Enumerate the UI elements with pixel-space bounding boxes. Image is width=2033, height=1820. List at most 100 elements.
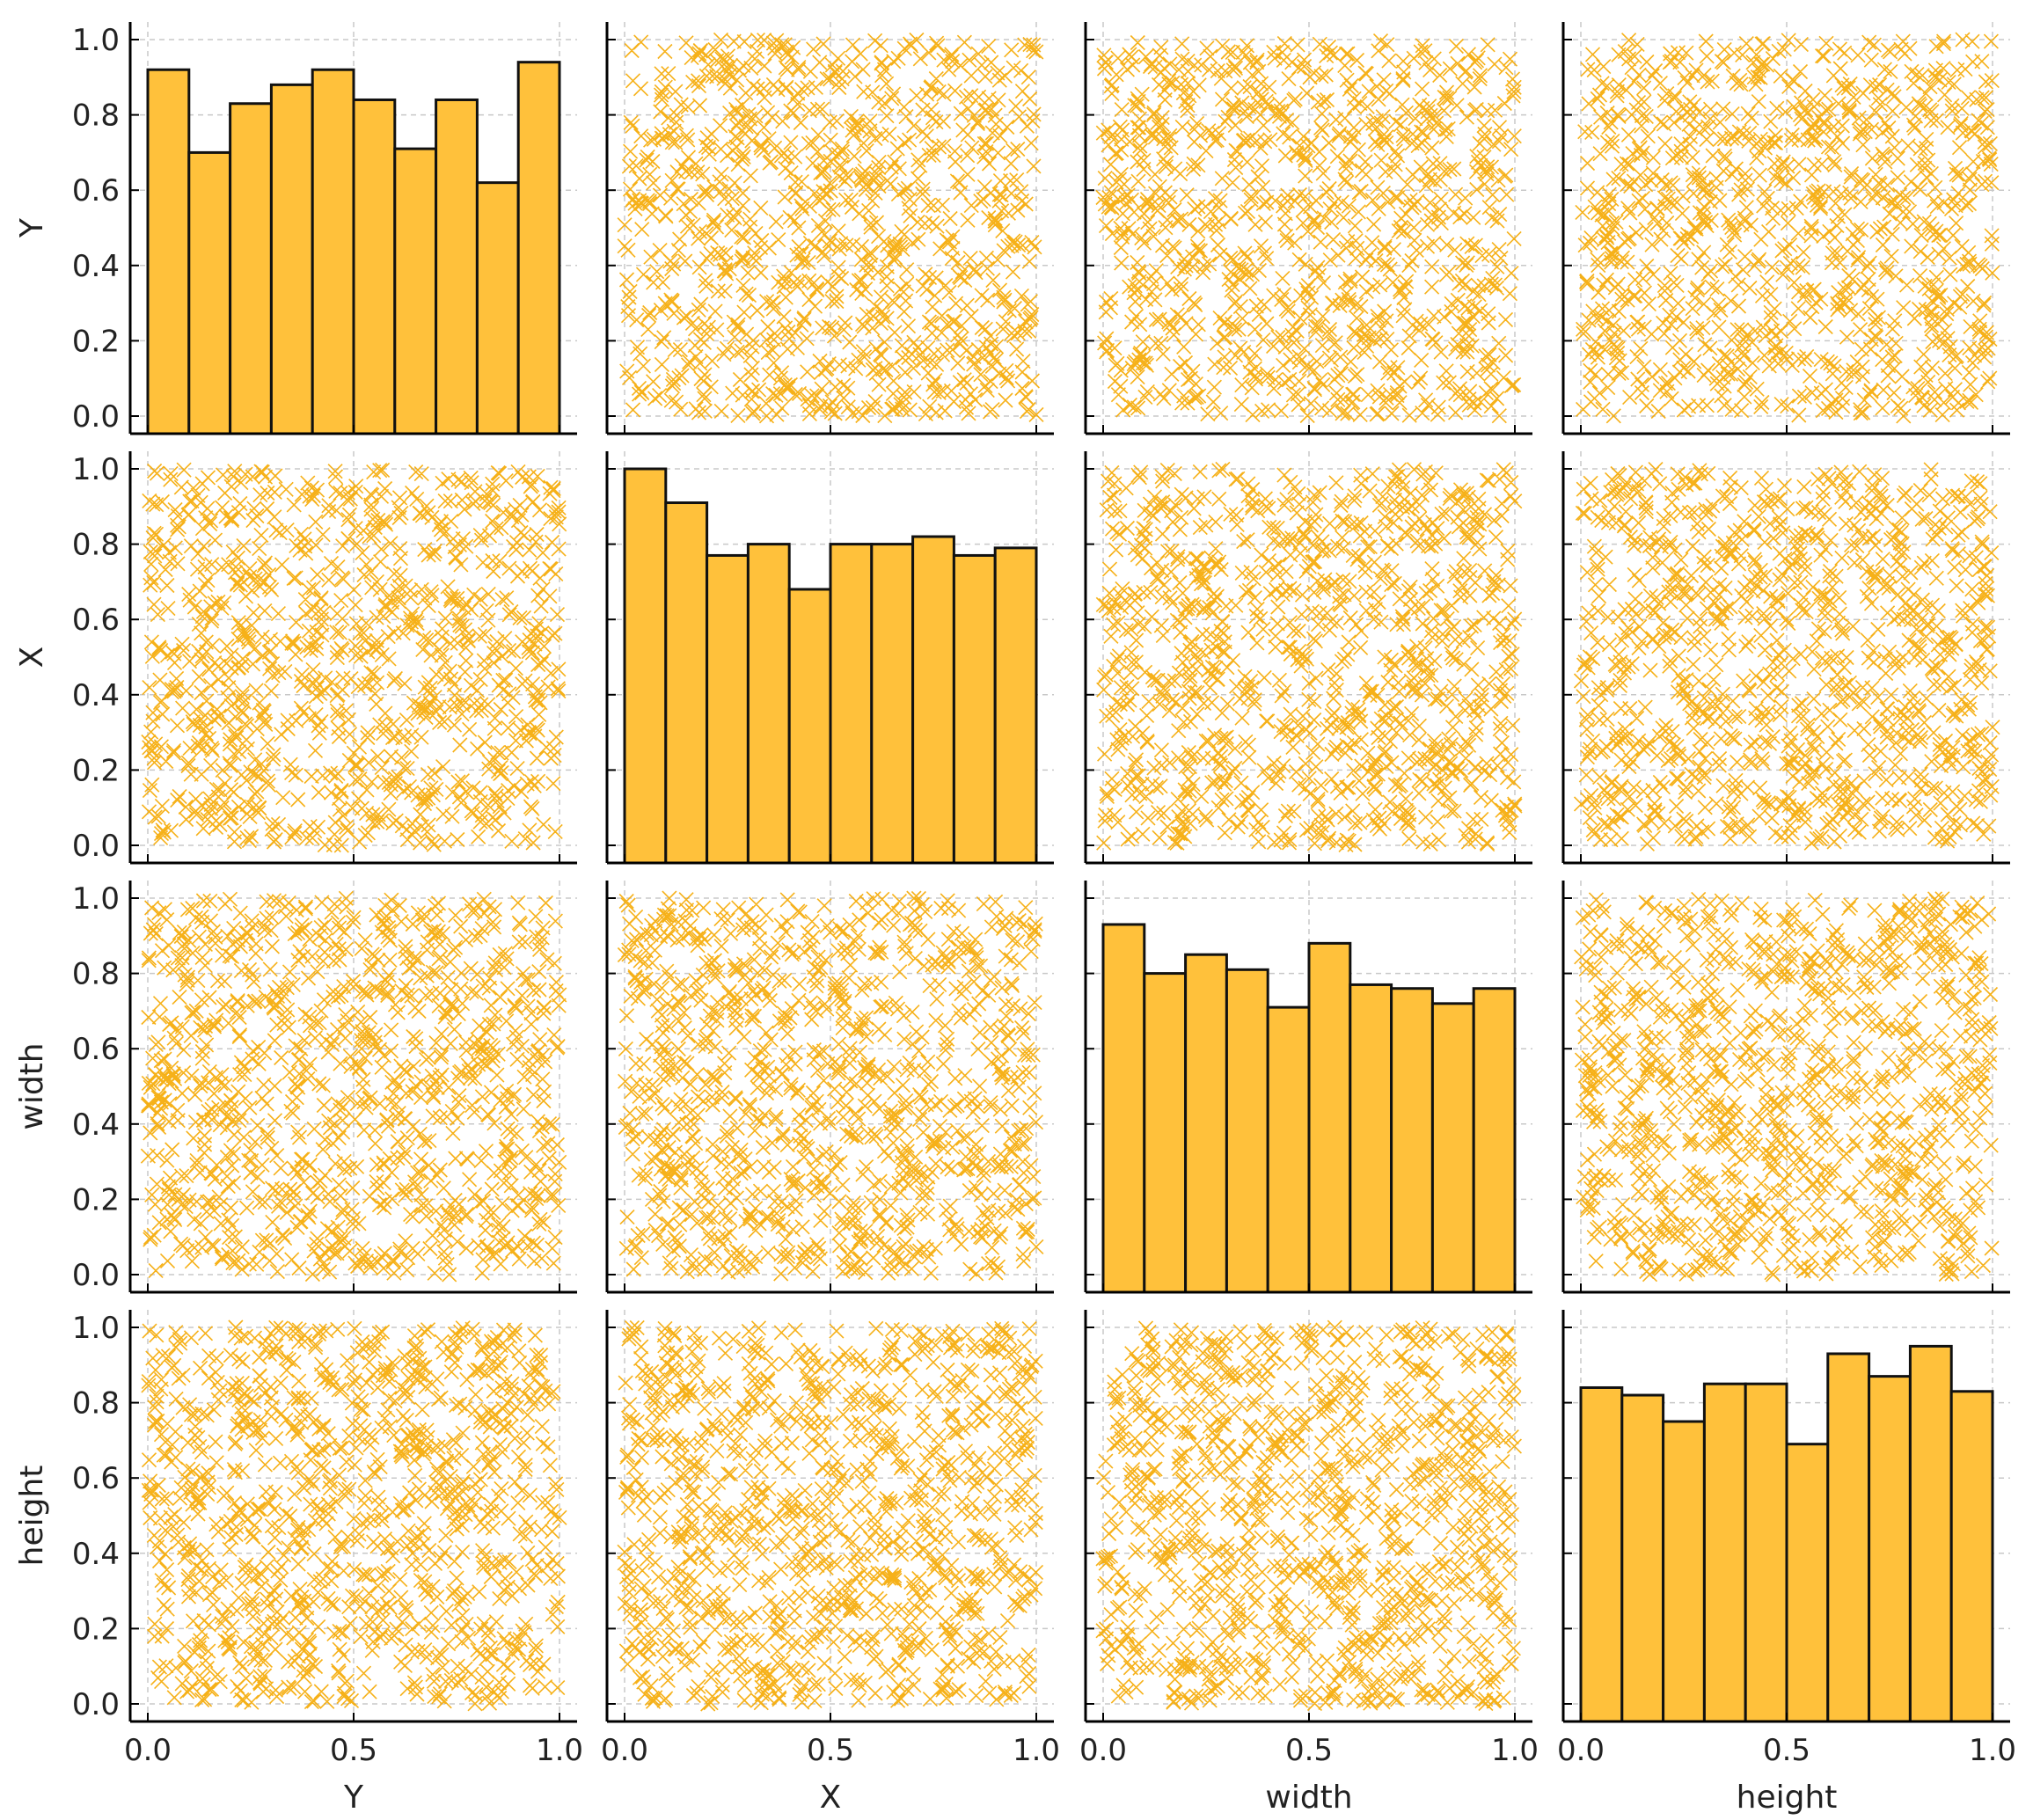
- panel-height-vs-X: 0.0 0.5 1.0 X: [601, 1310, 1060, 1816]
- panel-height-vs-width: 0.0 0.5 1.0 width: [1079, 1310, 1539, 1816]
- hist-bar-height-3: [1702, 1382, 1747, 1723]
- hist-bar-X-5: [829, 543, 874, 865]
- scatter-points-width-X: [617, 890, 1044, 1282]
- hist-bar-Y-4: [311, 68, 355, 435]
- hist-bar-height-5: [1785, 1443, 1830, 1723]
- x-axis-label-Y: Y: [343, 1780, 364, 1816]
- x-tick-label: 0.0: [1557, 1733, 1605, 1768]
- hist-bar-Y-7: [435, 98, 479, 435]
- scatter-points-Y-height: [1575, 32, 2000, 424]
- hist-bar-width-6: [1349, 983, 1393, 1294]
- y-axis-label-X: X: [14, 647, 50, 669]
- x-axis-label-X: X: [820, 1780, 842, 1816]
- hist-bar-Y-1: [187, 150, 232, 435]
- hist-bar-width-9: [1472, 987, 1517, 1294]
- hist-bar-Y-0: [146, 68, 191, 435]
- x-tick-label: 1.0: [1491, 1733, 1539, 1768]
- scatter-points-X-height: [1573, 462, 2000, 852]
- scatter-points-width-height: [1574, 891, 2000, 1283]
- hist-bar-width-1: [1143, 972, 1188, 1294]
- hist-bar-X-7: [911, 535, 955, 865]
- y-axis-label-Y: Y: [14, 217, 50, 238]
- hist-bar-width-7: [1390, 987, 1434, 1294]
- y-tick-label: 0.4: [72, 249, 120, 284]
- panel-width-vs-width: [1084, 881, 1532, 1294]
- hist-bar-height-1: [1620, 1393, 1665, 1723]
- x-tick-label: 1.0: [536, 1733, 583, 1768]
- hist-bar-Y-3: [269, 83, 314, 435]
- y-tick-label: 1.0: [72, 23, 120, 58]
- y-tick-label: 0.0: [72, 1687, 120, 1722]
- hist-bar-Y-2: [229, 102, 273, 435]
- y-tick-label: 0.6: [72, 1032, 120, 1067]
- x-tick-label: 0.5: [807, 1733, 854, 1768]
- pairplot-panels: 0.00.20.40.60.81.0Y0.00.20.40.60.81.0X0.…: [14, 22, 2016, 1816]
- y-tick-label: 1.0: [72, 881, 120, 917]
- scatter-points-X-Y: [141, 462, 567, 853]
- hist-bar-width-5: [1307, 941, 1352, 1294]
- hist-bar-height-4: [1744, 1382, 1788, 1723]
- y-tick-label: 0.2: [72, 1612, 120, 1647]
- x-tick-label: 0.5: [1285, 1733, 1333, 1768]
- hist-bar-Y-6: [393, 147, 438, 435]
- y-tick-label: 0.4: [72, 1107, 120, 1143]
- y-axis-label-height: height: [14, 1466, 50, 1567]
- panel-height-vs-height: 0.0 0.5 1.0 height: [1557, 1310, 2016, 1816]
- hist-bar-width-0: [1101, 923, 1146, 1294]
- hist-bar-X-4: [787, 588, 832, 865]
- hist-bar-width-8: [1430, 1002, 1475, 1294]
- scatter-points-Y-X: [617, 32, 1044, 424]
- x-tick-label: 0.0: [1079, 1733, 1127, 1768]
- x-tick-label: 0.5: [330, 1733, 377, 1768]
- hist-bar-X-2: [706, 553, 750, 865]
- scatter-points-width-Y: [140, 890, 567, 1283]
- panel-width-vs-X: [605, 881, 1054, 1294]
- x-tick-label: 0.5: [1763, 1733, 1810, 1768]
- y-tick-label: 0.8: [72, 957, 120, 992]
- y-tick-label: 0.8: [72, 99, 120, 134]
- y-tick-label: 0.4: [72, 1537, 120, 1572]
- hist-bar-Y-9: [516, 61, 561, 435]
- panel-Y-vs-width: [1084, 22, 1532, 435]
- y-tick-label: 0.6: [72, 173, 120, 208]
- y-tick-label: 0.0: [72, 829, 120, 864]
- y-tick-label: 0.8: [72, 528, 120, 563]
- scatter-points-X-width: [1095, 461, 1523, 852]
- hist-bar-height-9: [1949, 1390, 1994, 1723]
- y-tick-label: 0.0: [72, 399, 120, 435]
- panel-X-vs-width: [1084, 451, 1532, 865]
- panel-Y-vs-height: [1561, 22, 2010, 435]
- hist-bar-X-3: [746, 543, 791, 865]
- panel-X-vs-Y: 0.0 0.2 0.4 0.6 0.8 1.0 X: [14, 451, 577, 865]
- y-tick-label: 0.2: [72, 1182, 120, 1217]
- hist-bar-X-8: [952, 553, 997, 865]
- x-tick-label: 0.0: [601, 1733, 648, 1768]
- panel-X-vs-height: [1561, 451, 2010, 865]
- x-axis-label-width: width: [1265, 1780, 1352, 1816]
- x-tick-label: 1.0: [1969, 1733, 2016, 1768]
- hist-bar-height-7: [1868, 1375, 1912, 1723]
- y-tick-label: 1.0: [72, 1311, 120, 1346]
- scatter-points-height-Y: [141, 1319, 567, 1712]
- panel-width-vs-height: [1561, 881, 2010, 1294]
- scatter-points-height-X: [617, 1319, 1044, 1712]
- y-axis-label-width: width: [14, 1042, 50, 1129]
- y-tick-label: 0.6: [72, 1461, 120, 1496]
- x-tick-label: 1.0: [1013, 1733, 1060, 1768]
- hist-bar-width-2: [1184, 953, 1228, 1294]
- hist-bar-height-6: [1826, 1352, 1871, 1723]
- scatter-points-Y-width: [1095, 33, 1522, 424]
- y-tick-label: 0.2: [72, 324, 120, 359]
- hist-bar-X-6: [870, 543, 915, 865]
- panel-Y-vs-X: [605, 22, 1054, 435]
- hist-bar-height-2: [1662, 1420, 1706, 1723]
- hist-bar-width-4: [1266, 1005, 1311, 1294]
- y-tick-label: 1.0: [72, 452, 120, 487]
- panel-X-vs-X: [605, 451, 1054, 865]
- y-tick-label: 0.0: [72, 1258, 120, 1293]
- hist-bar-X-9: [993, 546, 1038, 865]
- y-tick-label: 0.6: [72, 603, 120, 638]
- hist-bar-height-0: [1579, 1385, 1624, 1723]
- panel-width-vs-Y: 0.0 0.2 0.4 0.6 0.8 1.0 width: [14, 881, 577, 1294]
